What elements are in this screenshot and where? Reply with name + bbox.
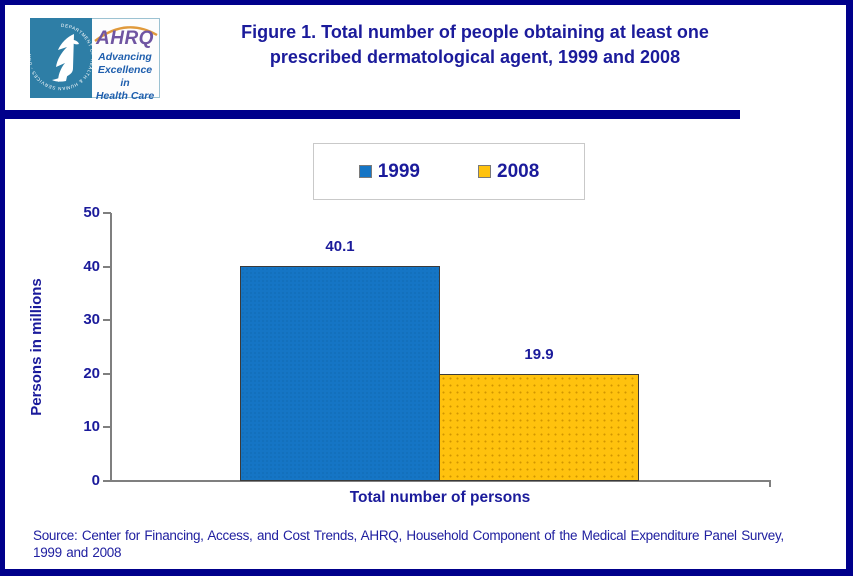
x-axis-line <box>104 480 771 482</box>
bar-value-1999: 40.1 <box>325 238 355 255</box>
header-divider-bar <box>0 110 740 119</box>
legend-label-1999: 1999 <box>377 160 420 182</box>
y-tick-label-0: 0 <box>91 472 100 489</box>
hhs-seal-icon: DEPARTMENT OF HEALTH & HUMAN SERVICES - … <box>27 18 94 98</box>
ahrq-tagline-line2: Excellence in <box>97 64 153 89</box>
legend-item-1999: 1999 <box>358 160 420 183</box>
chart-legend: 1999 2008 <box>313 143 585 200</box>
ahrq-tagline-line1: Advancing <box>98 51 152 63</box>
y-tick-label-40: 40 <box>83 258 100 275</box>
page-border-top <box>0 0 853 5</box>
legend-swatch-2008 <box>478 165 491 178</box>
y-axis-line <box>110 213 112 482</box>
y-tick-label-10: 10 <box>83 418 100 435</box>
ahrq-tagline-line3: Health Care <box>95 90 155 102</box>
y-tick-label-30: 30 <box>83 311 100 328</box>
ahrq-hhs-logo: DEPARTMENT OF HEALTH & HUMAN SERVICES - … <box>27 18 160 102</box>
bar-1999 <box>240 266 440 481</box>
x-axis-title: Total number of persons <box>349 489 531 506</box>
hhs-eagle-icon: DEPARTMENT OF HEALTH & HUMAN SERVICES - … <box>27 23 94 91</box>
x-axis-end-tick <box>769 480 771 487</box>
ahrq-arc-icon <box>94 26 158 42</box>
legend-item-2008: 2008 <box>478 161 539 183</box>
figure-title-line1: Figure 1. Total number of people obtaini… <box>241 22 709 42</box>
y-tick-mark <box>103 480 111 482</box>
source-note-line2: 1999 and 2008 <box>33 545 122 560</box>
y-tick-mark <box>103 319 111 321</box>
y-tick-mark <box>103 373 111 375</box>
ahrq-tagline: Advancing Excellence in Health Care <box>92 51 158 103</box>
y-tick-mark <box>103 266 111 268</box>
y-tick-mark <box>103 426 111 428</box>
y-axis-title: Persons in millions <box>28 278 45 416</box>
legend-swatch-1999 <box>358 165 372 178</box>
page-border-right <box>846 0 853 576</box>
source-note-line1: Source: Center for Financing, Access, an… <box>33 528 784 543</box>
y-tick-label-50: 50 <box>83 204 100 221</box>
y-tick-mark <box>103 212 111 214</box>
bar-2008 <box>439 374 639 481</box>
page-border-left <box>0 0 5 576</box>
y-tick-label-20: 20 <box>83 365 100 382</box>
source-note: Source: Center for Financing, Access, an… <box>33 527 828 561</box>
ahrq-wordmark: AHRQ <box>96 28 154 49</box>
ahrq-logo: AHRQ Advancing Excellence in Health Care <box>92 18 160 102</box>
figure-title: Figure 1. Total number of people obtaini… <box>175 20 775 70</box>
figure-title-line2: prescribed dermatological agent, 1999 an… <box>269 47 681 67</box>
bar-value-2008: 19.9 <box>524 346 554 363</box>
page-border-bottom <box>0 569 853 576</box>
legend-label-2008: 2008 <box>497 160 540 182</box>
